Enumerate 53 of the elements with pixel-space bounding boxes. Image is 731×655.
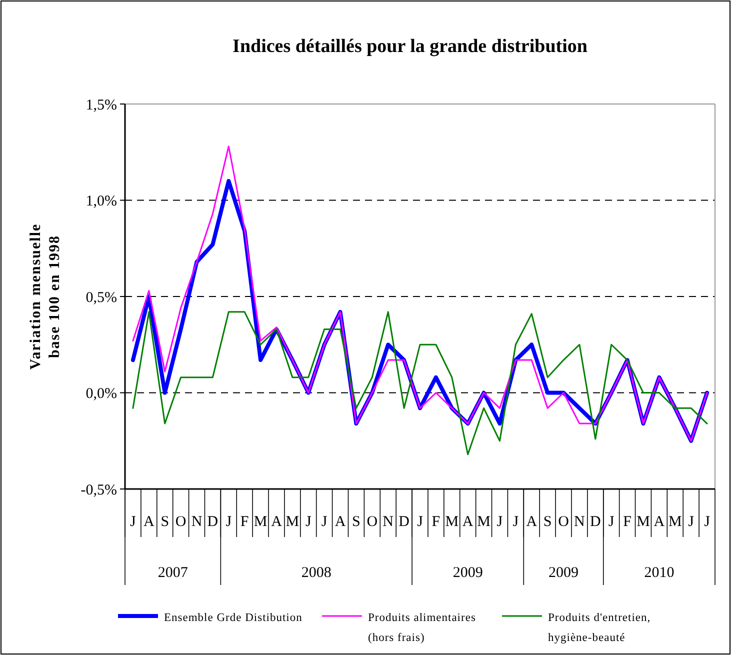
x-tick-label: F <box>432 514 440 530</box>
x-tick-label: A <box>526 514 538 530</box>
y-tick-label: 0,0% <box>86 386 117 402</box>
chart-title: Indices détaillés pour la grande distribution <box>232 36 588 57</box>
x-tick-label: M <box>636 514 650 530</box>
x-tick-label: A <box>143 514 154 530</box>
text: 2009 <box>548 565 579 581</box>
x-tick-label: O <box>366 514 378 530</box>
x-tick-label: M <box>477 514 490 530</box>
x-tick-label: M <box>668 514 682 530</box>
x-tick-label: N <box>574 514 586 530</box>
text: 2007 <box>158 565 188 581</box>
x-tick-label: N <box>191 514 202 530</box>
legend-label: Ensemble Grde Distibution <box>164 612 302 624</box>
x-tick-label: J <box>688 514 694 530</box>
legend-label: Produits d'entretien, hygiène-beauté <box>548 612 651 644</box>
x-tick-label: A <box>271 514 282 530</box>
x-tick-label: S <box>352 514 360 530</box>
x-tick-label: J <box>496 514 503 530</box>
x-tick-label: D <box>207 514 218 530</box>
x-tick-label: F <box>623 514 632 530</box>
y-tick-label: 1,0% <box>86 194 117 210</box>
x-tick-label: M <box>286 514 300 530</box>
x-tick-label: A <box>654 514 665 530</box>
y-tick-label: 0,5% <box>86 290 117 306</box>
x-tick-label: J <box>130 514 136 530</box>
x-tick-label: A <box>334 514 346 530</box>
x-tick-label: A <box>462 514 474 530</box>
x-tick-label: J <box>305 514 312 530</box>
x-tick-label: J <box>704 514 710 530</box>
x-tick-label: D <box>590 514 601 530</box>
x-tick-label: M <box>254 514 268 530</box>
x-tick-label: J <box>226 514 232 530</box>
x-tick-label: S <box>160 514 170 530</box>
x-tick-label: D <box>398 514 410 530</box>
x-tick-label: N <box>382 514 394 530</box>
y-tick-label: -0,5% <box>80 482 117 498</box>
line-series <box>132 311 708 456</box>
x-tick-label: J <box>417 514 424 530</box>
x-tick-label: J <box>321 514 328 530</box>
x-tick-label: F <box>240 514 249 530</box>
y-tick-label: 1,5% <box>86 97 117 114</box>
text: 2008 <box>301 565 332 581</box>
text: 2010 <box>644 565 674 581</box>
x-tick-label: S <box>543 514 552 530</box>
x-tick-label: M <box>445 514 459 530</box>
x-tick-label: O <box>558 514 570 530</box>
x-tick-label: O <box>175 514 186 530</box>
legend-label: Produits alimentaires (hors frais) <box>368 612 476 644</box>
y-axis-title: Variation mensuelle base 100 en 1998 <box>28 223 63 370</box>
text: 2009 <box>452 565 483 581</box>
x-tick-label: J <box>512 514 519 530</box>
x-tick-label: J <box>608 514 614 530</box>
